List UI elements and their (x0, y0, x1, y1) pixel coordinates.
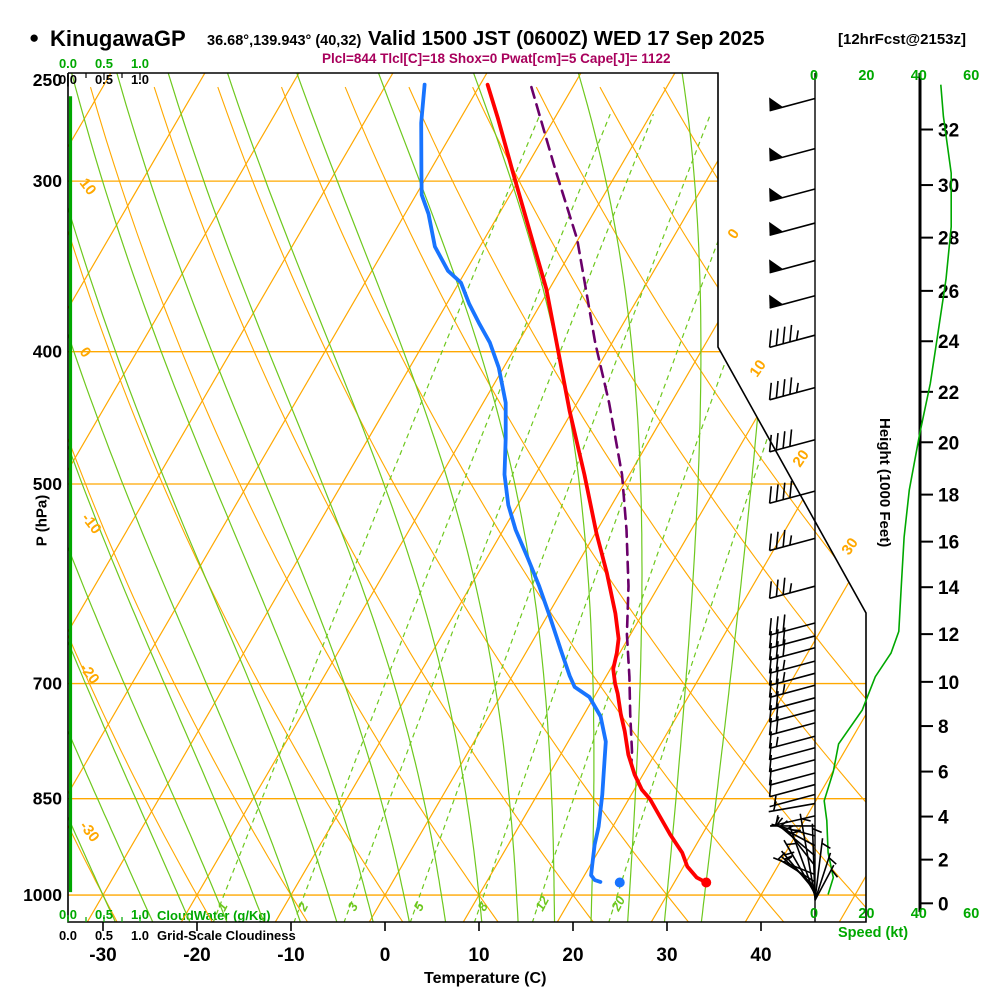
cloudwater-scales: 0.0 0.5 1.00|0 0.5 1.00.0 0.5 1.00.0 0.5 1.0 (59, 56, 149, 943)
svg-text:32: 32 (938, 121, 959, 142)
svg-text:30: 30 (938, 176, 959, 197)
svg-text:20: 20 (938, 433, 959, 454)
temperature-axis-title: Temperature (C) (424, 970, 547, 987)
svg-text:20: 20 (562, 945, 583, 966)
svg-text:1000: 1000 (23, 885, 62, 905)
svg-text:700: 700 (33, 674, 62, 694)
svg-text:60: 60 (963, 68, 979, 84)
mixing-ratio-labels: 1 2 3 5 8 12 20 (214, 893, 628, 914)
svg-text:18: 18 (938, 486, 959, 507)
svg-text:28: 28 (938, 229, 959, 250)
pressure-tick-labels: 250 300 400 500 700 850 1000 (23, 70, 62, 905)
height-axis-title: Height (1000 Feet) (876, 418, 893, 548)
svg-text:20: 20 (858, 906, 874, 922)
svg-text:300: 300 (33, 171, 62, 191)
svg-text:10: 10 (746, 357, 769, 380)
svg-text:30: 30 (656, 945, 677, 966)
svg-text:0.5: 0.5 (95, 907, 113, 922)
svg-text:-20: -20 (183, 945, 210, 966)
svg-text:0.5: 0.5 (95, 928, 113, 943)
svg-text:0: 0 (810, 68, 818, 84)
svg-text:1: 1 (214, 900, 231, 913)
station-bullet-icon: ● (29, 28, 40, 47)
svg-text:24: 24 (938, 332, 960, 353)
plot-frame (67, 72, 867, 923)
wind-barbs (768, 97, 839, 901)
svg-text:10: 10 (76, 175, 100, 199)
valid-time: Valid 1500 JST (0600Z) WED 17 Sep 2025 (368, 27, 765, 50)
svg-text:0.0: 0.0 (59, 928, 77, 943)
svg-text:-10: -10 (277, 945, 304, 966)
svg-text:60: 60 (963, 906, 979, 922)
station-name: KinugawaGP (50, 26, 186, 51)
svg-text:14: 14 (938, 578, 960, 599)
svg-text:3: 3 (344, 899, 361, 913)
svg-text:8: 8 (938, 717, 949, 738)
stability-indices: Plcl=844 Tlcl[C]=18 Shox=0 Pwat[cm]=5 Ca… (322, 51, 671, 66)
background-grid (68, 73, 866, 922)
svg-text:20: 20 (789, 447, 812, 470)
svg-text:0.5: 0.5 (95, 56, 113, 71)
surface-points (614, 877, 712, 888)
dewpoint-curve (419, 82, 608, 884)
svg-text:6: 6 (938, 763, 949, 784)
svg-text:12: 12 (938, 625, 959, 646)
svg-text:26: 26 (938, 282, 959, 303)
svg-text:-10: -10 (78, 510, 105, 538)
svg-text:0: 0 (810, 906, 818, 922)
svg-text:40: 40 (750, 945, 771, 966)
svg-text:0: 0 (380, 945, 391, 966)
svg-text:0.0: 0.0 (59, 907, 77, 922)
svg-text:10: 10 (938, 673, 959, 694)
temperature-tick-labels: -30 -20 -10 0 10 20 30 40 (89, 922, 772, 966)
svg-text:40: 40 (911, 68, 927, 84)
svg-text:4: 4 (938, 808, 949, 829)
svg-text:1.0: 1.0 (131, 928, 149, 943)
station-coordinates: 36.68°,139.943° (40,32) (207, 33, 362, 49)
svg-text:20: 20 (858, 68, 874, 84)
cloudiness-axis-title: Grid-Scale Cloudiness (157, 928, 296, 943)
svg-text:1.0: 1.0 (131, 56, 149, 71)
svg-text:5: 5 (410, 899, 427, 913)
svg-text:-30: -30 (89, 945, 116, 966)
svg-text:40: 40 (911, 906, 927, 922)
svg-text:0: 0 (938, 894, 949, 915)
wind-speed-profile (823, 84, 953, 895)
temperature-curve (485, 82, 709, 885)
svg-text:20: 20 (608, 893, 629, 914)
svg-text:10: 10 (468, 945, 489, 966)
svg-text:500: 500 (33, 474, 62, 494)
svg-text:250: 250 (33, 70, 62, 90)
svg-text:22: 22 (938, 383, 959, 404)
svg-text:850: 850 (33, 789, 62, 809)
forecast-lead: [12hrFcst@2153z] (838, 31, 967, 48)
svg-text:30: 30 (838, 535, 861, 558)
svg-text:-30: -30 (76, 818, 103, 846)
speed-axis-title: Speed (kt) (838, 925, 909, 941)
svg-text:0.0: 0.0 (59, 56, 77, 71)
svg-text:0: 0 (724, 226, 743, 243)
svg-text:2: 2 (938, 851, 949, 872)
svg-text:400: 400 (33, 342, 62, 362)
svg-text:0: 0 (76, 344, 95, 361)
svg-text:12: 12 (532, 893, 552, 913)
parcel-ascent-curve (530, 85, 634, 768)
svg-text:16: 16 (938, 533, 959, 554)
svg-text:1.0: 1.0 (131, 907, 149, 922)
